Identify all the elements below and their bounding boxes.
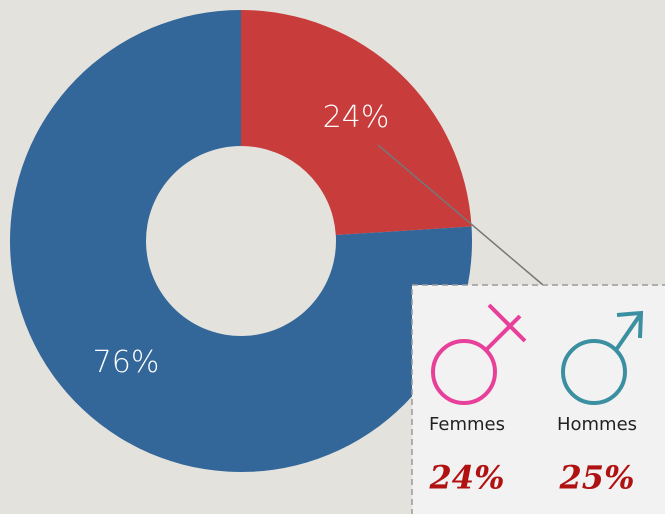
leader-line (377, 144, 544, 286)
slice (9, 10, 473, 472)
item-value: 25% (559, 459, 635, 497)
callout: Femmes 24% Hommes 25% (429, 414, 638, 497)
item-value: 24% (429, 459, 505, 497)
donut-chart: 24% 76% (9, 10, 473, 472)
male-symbol (561, 310, 644, 405)
female-symbol (431, 303, 527, 405)
item-label: Hommes (557, 414, 637, 435)
slice (241, 10, 472, 236)
slice-label: 76% (93, 345, 160, 380)
slice-label: 24% (323, 100, 390, 135)
item-label: Femmes (429, 414, 505, 435)
